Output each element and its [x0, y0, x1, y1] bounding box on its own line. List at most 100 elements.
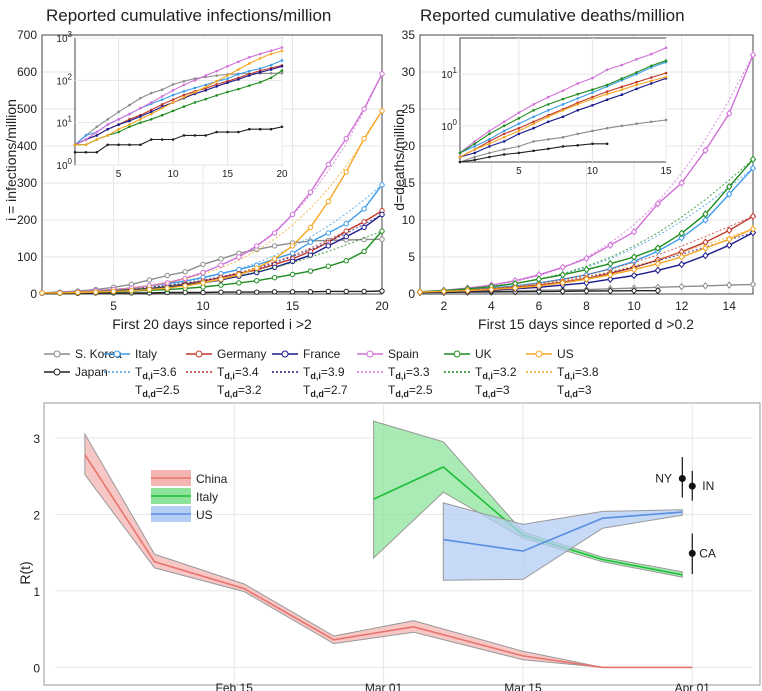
- inset-point: [280, 125, 284, 129]
- inset-point: [664, 46, 668, 50]
- data-point: [607, 275, 614, 283]
- legend-marker: [195, 350, 203, 358]
- inset-point: [605, 126, 609, 130]
- data-point: [379, 182, 385, 188]
- inset-point: [605, 90, 609, 93]
- inset-series-line: [75, 50, 283, 146]
- inset-point: [204, 89, 208, 92]
- inset-point: [215, 83, 218, 86]
- data-point: [464, 286, 471, 295]
- data-point: [559, 287, 566, 296]
- inset-point: [226, 90, 229, 94]
- data-point: [307, 224, 314, 231]
- data-point: [416, 288, 424, 296]
- data-point: [289, 271, 296, 278]
- legend-label: Japan: [75, 365, 108, 379]
- chart2-ylabel: d=deaths/million: [391, 109, 407, 211]
- inset-point: [473, 142, 477, 146]
- data-point: [583, 254, 590, 263]
- inset-point: [591, 129, 594, 133]
- data-point: [654, 199, 662, 208]
- inset-point: [73, 150, 77, 154]
- data-point: [182, 269, 188, 275]
- inset-point: [106, 127, 109, 131]
- inset-point: [488, 142, 491, 146]
- inset-point: [258, 70, 262, 74]
- x-tick-label: 8: [583, 299, 590, 313]
- y-tick-label: 3: [33, 432, 40, 446]
- plot-frame: [41, 34, 383, 295]
- inset-point: [160, 113, 164, 117]
- inset-point: [664, 118, 668, 122]
- data-point: [559, 270, 566, 279]
- data-point: [379, 236, 385, 242]
- data-point: [678, 179, 685, 187]
- data-point: [254, 265, 260, 271]
- legend-label: France: [303, 347, 341, 361]
- x-tick-label: 2: [440, 299, 447, 313]
- x-tick-label: Mar 15: [504, 681, 542, 691]
- data-point: [583, 275, 590, 283]
- legend-marker: [53, 368, 61, 376]
- y-tick-label: 10: [402, 213, 416, 227]
- inset-point: [248, 74, 251, 77]
- data-point: [343, 288, 349, 295]
- inset-point: [561, 108, 565, 112]
- legend-fit-label: Td,d=3: [557, 383, 592, 399]
- inset-point: [204, 134, 208, 137]
- inset-point: [106, 143, 109, 147]
- inset-point: [182, 95, 186, 99]
- data-point: [343, 228, 349, 234]
- inset-point: [605, 83, 609, 87]
- data-point: [343, 233, 349, 240]
- inset-point: [488, 155, 491, 159]
- inset-point: [215, 85, 218, 88]
- chart1-xlabel: First 20 days since reported i >2: [112, 316, 312, 332]
- x-tick-label: Feb 15: [216, 681, 254, 691]
- data-point: [218, 256, 224, 262]
- inset-x-tick-label: 5: [516, 166, 522, 177]
- data-point: [289, 289, 296, 295]
- data-point: [630, 253, 638, 261]
- data-point: [607, 270, 614, 279]
- legend-marker: [113, 350, 121, 358]
- data-point: [146, 286, 153, 293]
- legend-fit-label: Td,d=2.5: [135, 383, 180, 399]
- inset-point: [488, 140, 491, 143]
- inset-point: [280, 64, 284, 68]
- data-point: [128, 287, 135, 294]
- inset-point: [605, 98, 609, 102]
- data-point: [254, 289, 260, 295]
- data-point: [607, 241, 614, 249]
- data-point: [361, 248, 367, 255]
- x-tick-label: 5: [110, 299, 117, 313]
- inset-point: [258, 127, 262, 131]
- y-tick-label: 1: [33, 585, 40, 599]
- inset-point: [532, 108, 535, 112]
- inset-point: [182, 79, 186, 83]
- inset-point: [237, 87, 240, 91]
- x-tick-label: 4: [488, 299, 495, 313]
- data-point: [678, 260, 685, 269]
- legend-fit-label: Td,d=3.2: [217, 383, 262, 399]
- data-point: [630, 265, 638, 274]
- inset-point: [237, 60, 240, 64]
- inset-point: [280, 71, 284, 75]
- inset-point: [248, 84, 251, 87]
- data-point: [307, 268, 314, 274]
- inset-point: [215, 79, 218, 83]
- data-point: [200, 280, 206, 286]
- inset-point: [532, 149, 535, 153]
- data-point: [702, 210, 709, 218]
- inset-point: [149, 118, 153, 121]
- data-point: [702, 282, 709, 290]
- inset-point: [139, 106, 142, 110]
- data-point: [654, 259, 662, 268]
- inset-y-tick-label: 100: [441, 118, 457, 133]
- data-point: [607, 259, 614, 268]
- point-label: NY: [655, 471, 672, 485]
- inset-point: [139, 115, 142, 118]
- point-marker: [688, 549, 696, 557]
- inset-point: [576, 144, 580, 147]
- inset-point: [546, 137, 550, 141]
